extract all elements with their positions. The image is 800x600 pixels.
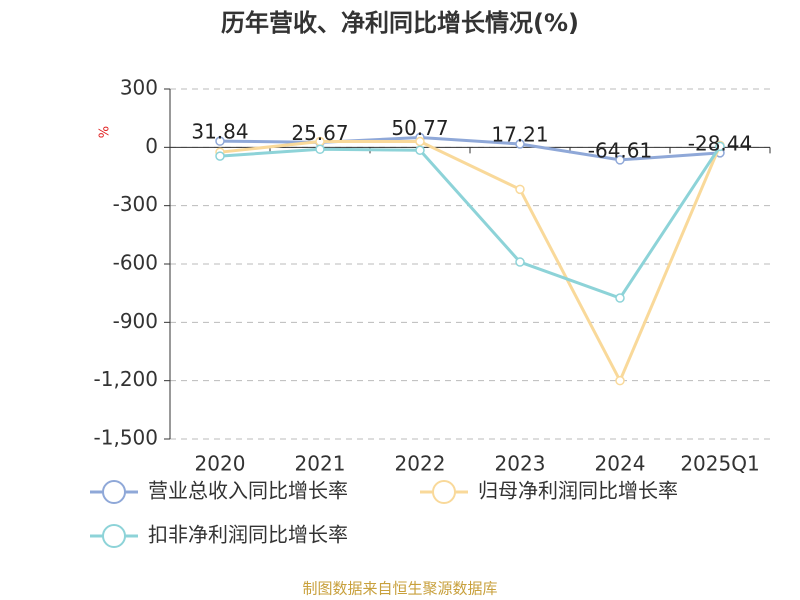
y-tick-label: -600 xyxy=(113,251,158,275)
data-point xyxy=(515,257,525,267)
data-point xyxy=(615,293,625,303)
legend-label: 归母净利润同比增长率 xyxy=(478,479,678,503)
data-label: 50.77 xyxy=(391,116,448,140)
data-point xyxy=(215,151,225,161)
series-line xyxy=(219,145,722,300)
data-point xyxy=(315,144,325,155)
data-point xyxy=(515,139,525,149)
chart-title: 历年营收、净利同比增长情况(%) xyxy=(221,9,579,37)
y-tick-label: 0 xyxy=(145,134,158,158)
data-label: -28.44 xyxy=(688,131,752,155)
y-tick-label: 300 xyxy=(120,76,158,100)
x-tick-label: 2023 xyxy=(495,452,546,476)
data-point xyxy=(615,375,625,386)
y-tick-label: -1,200 xyxy=(94,367,158,391)
legend-marker xyxy=(102,524,126,548)
x-tick-label: 2025Q1 xyxy=(680,452,759,476)
data-label: -64.61 xyxy=(588,138,652,162)
x-tick-label: 2021 xyxy=(295,452,346,476)
data-point xyxy=(415,145,425,155)
legend-marker xyxy=(432,480,456,504)
series-line xyxy=(219,140,722,385)
data-point xyxy=(615,155,625,165)
data-label: 17.21 xyxy=(491,122,548,146)
data-label: 31.84 xyxy=(191,120,248,144)
x-tick-label: 2022 xyxy=(395,452,446,476)
data-point xyxy=(715,141,725,152)
y-tick-label: -900 xyxy=(113,309,158,333)
y-tick-label: -1,500 xyxy=(94,426,158,450)
y-tick-label: -300 xyxy=(113,192,158,216)
source-note: 制图数据来自恒生聚源数据库 xyxy=(302,580,497,598)
data-point xyxy=(215,136,225,146)
y-unit: % xyxy=(98,126,113,138)
x-tick-label: 2024 xyxy=(595,452,646,476)
legend-label: 营业总收入同比增长率 xyxy=(148,479,348,503)
data-point xyxy=(515,184,525,195)
data-label: 25.67 xyxy=(291,121,348,145)
legend-label: 扣非净利润同比增长率 xyxy=(148,523,348,547)
legend-marker xyxy=(102,480,126,504)
x-tick-label: 2020 xyxy=(195,452,246,476)
